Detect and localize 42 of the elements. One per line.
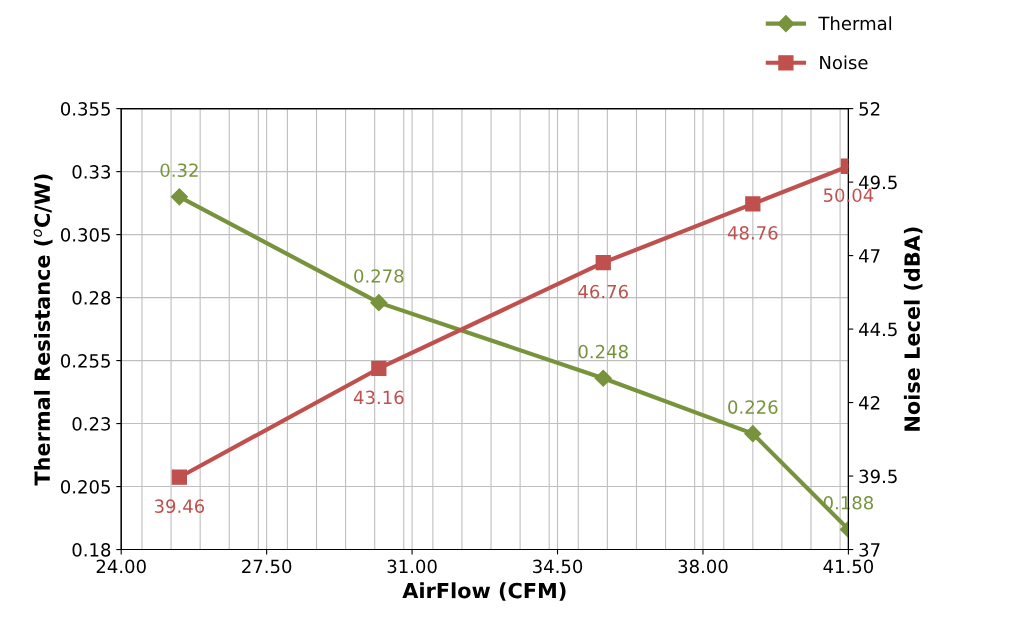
y-tick-label: 0.33: [72, 165, 111, 179]
y-tick-label: 0.355: [60, 102, 110, 116]
point: [595, 255, 611, 271]
y-tick-label: 0.205: [60, 480, 110, 494]
y2-tick-label: 42: [859, 396, 880, 410]
point: [171, 469, 188, 485]
data-label: 48.76: [727, 226, 778, 240]
point: [745, 196, 761, 212]
x-tick-label: 27.50: [242, 559, 292, 574]
data-label: 0.226: [728, 400, 778, 414]
x-tick-label: 41.50: [823, 559, 874, 574]
y2-tick-label: 52: [859, 102, 880, 116]
x-tick-label: 34.50: [533, 559, 583, 574]
y-tick-label: 0.28: [72, 291, 111, 305]
y2-tick-label: 47: [859, 249, 880, 263]
y-tick-label: 0.18: [72, 543, 111, 557]
legend-label: Noise: [820, 55, 868, 70]
data-label: 43.16: [353, 390, 404, 405]
y2-tick-label: 49.5: [859, 175, 897, 190]
data-label: 0.32: [160, 163, 198, 178]
legend-label: Thermal: [818, 16, 892, 31]
point: [370, 294, 388, 312]
data-label: 39.46: [154, 499, 205, 514]
y2-tick-label: 37: [859, 543, 880, 557]
y2-tick-label: 44.5: [859, 322, 897, 337]
x-tick-label: 38.00: [678, 559, 728, 574]
x-tick-label: 31.00: [387, 559, 437, 574]
y-tick-label: 0.23: [72, 417, 111, 431]
y-axis-title: Thermal Resistance ($^{o}$C/W): [33, 174, 53, 486]
x-tick-label: 24.00: [96, 559, 146, 574]
point: [170, 188, 188, 206]
x-axis-title: AirFlow (CFM): [402, 582, 566, 601]
point: [371, 360, 387, 377]
point: [594, 369, 612, 387]
point: [744, 425, 762, 443]
y2-axis-title: Noise Lecel (dBA): [903, 227, 923, 431]
y-tick-label: 0.255: [60, 354, 110, 368]
data-label: 0.248: [578, 344, 628, 359]
y-tick-label: 0.305: [60, 228, 110, 242]
data-label: 46.76: [578, 284, 628, 299]
data-label: 0.278: [354, 269, 404, 283]
y2-tick-label: 39.5: [859, 469, 897, 484]
